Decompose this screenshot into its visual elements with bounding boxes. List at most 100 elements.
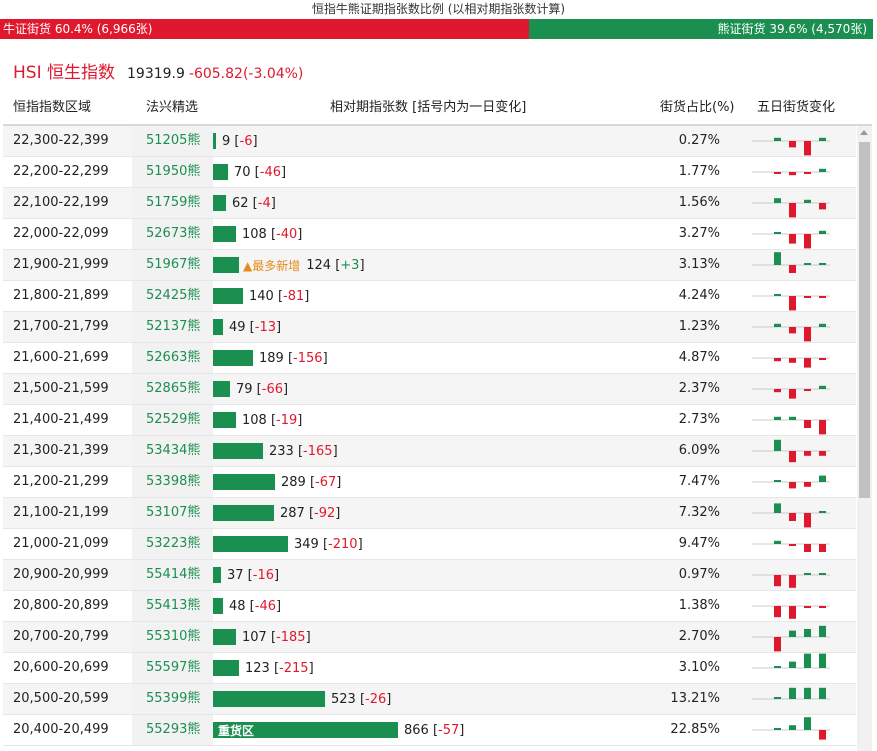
- trend-bar: [819, 263, 826, 265]
- share-cell: 13.21%: [670, 691, 720, 706]
- table-row[interactable]: 20,800-20,899 55413熊 48 [-46] 1.38%: [3, 591, 856, 622]
- warrant-code-link[interactable]: 53434熊: [132, 436, 213, 466]
- qty-number: 48: [229, 598, 246, 614]
- table-row[interactable]: 21,100-21,199 53107熊 287 [-92] 7.32%: [3, 498, 856, 529]
- range-cell: 20,500-20,599: [13, 691, 109, 706]
- scrollbar[interactable]: [857, 126, 872, 751]
- trend-bar: [819, 296, 826, 298]
- table-row[interactable]: 21,000-21,099 53223熊 349 [-210] 9.47%: [3, 529, 856, 560]
- share-cell: 2.37%: [678, 381, 720, 396]
- qty-bar: [213, 691, 325, 707]
- index-name[interactable]: HSI 恒生指数: [13, 63, 115, 83]
- table-row[interactable]: 21,400-21,499 52529熊 108 [-19] 2.73%: [3, 405, 856, 436]
- table-row[interactable]: 21,600-21,699 52663熊 189 [-156] 4.87%: [3, 343, 856, 374]
- trend-bar: [804, 573, 811, 575]
- qty-cell: 37 [-16]: [213, 560, 279, 590]
- qty-value: 189 [-156]: [259, 350, 328, 366]
- five-day-trend-sparkbar: [752, 323, 830, 342]
- qty-number: 108: [242, 226, 267, 242]
- index-change: -605.82(-3.04%): [188, 66, 304, 82]
- trend-bar: [804, 544, 811, 552]
- qty-number: 37: [227, 567, 244, 583]
- table-row[interactable]: 21,500-21,599 52865熊 79 [-66] 2.37%: [3, 374, 856, 405]
- table-row[interactable]: 20,400-20,499 55293熊 重货区 866 [-57] 22.85%: [3, 715, 856, 746]
- qty-number: 866: [404, 722, 429, 738]
- qty-value: 523 [-26]: [331, 691, 392, 707]
- trend-bar: [789, 687, 796, 699]
- table-row[interactable]: 21,700-21,799 52137熊 49 [-13] 1.23%: [3, 312, 856, 343]
- share-cell: 22.85%: [670, 722, 720, 737]
- five-day-trend-sparkbar: [752, 385, 830, 399]
- share-cell: 7.32%: [678, 505, 720, 520]
- scroll-up-icon[interactable]: [860, 130, 868, 135]
- warrant-code-link[interactable]: 55413熊: [132, 591, 213, 621]
- qty-value: 9 [-6]: [222, 133, 258, 149]
- table-row[interactable]: 21,300-21,399 53434熊 233 [-165] 6.09%: [3, 436, 856, 467]
- table-row[interactable]: 20,900-20,999 55414熊 37 [-16] 0.97%: [3, 560, 856, 591]
- qty-delta: -215: [279, 660, 309, 676]
- table-row[interactable]: 20,700-20,799 55310熊 107 [-185] 2.70%: [3, 622, 856, 653]
- trend-bar: [774, 416, 781, 420]
- warrant-code-link[interactable]: 51205熊: [132, 126, 213, 156]
- qty-value: 107 [-185]: [242, 629, 311, 645]
- trend-bar: [774, 252, 781, 265]
- warrant-code-link[interactable]: 53223熊: [132, 529, 213, 559]
- table-row[interactable]: 20,500-20,599 55399熊 523 [-26] 13.21%: [3, 684, 856, 715]
- qty-delta: -156: [293, 350, 323, 366]
- warrant-code-link[interactable]: 55597熊: [132, 653, 213, 683]
- qty-delta: -6: [239, 133, 253, 149]
- qty-value: 70 [-46]: [234, 164, 287, 180]
- qty-value: 123 [-215]: [245, 660, 314, 676]
- table-row[interactable]: 20,600-20,699 55597熊 123 [-215] 3.10%: [3, 653, 856, 684]
- range-cell: 21,800-21,899: [13, 288, 109, 303]
- table-row[interactable]: 22,300-22,399 51205熊 9 [-6] 0.27%: [3, 126, 856, 157]
- table-row[interactable]: 21,800-21,899 52425熊 140 [-81] 4.24%: [3, 281, 856, 312]
- warrant-code-link[interactable]: 52425熊: [132, 281, 213, 311]
- trend-bar: [789, 661, 796, 668]
- warrant-code-link[interactable]: 52529熊: [132, 405, 213, 435]
- qty-value: 108 [-19]: [242, 412, 303, 428]
- warrant-code-link[interactable]: 52137熊: [132, 312, 213, 342]
- trend-bar: [789, 141, 796, 148]
- warrant-code-link[interactable]: 51950熊: [132, 157, 213, 187]
- qty-number: 79: [236, 381, 253, 397]
- qty-bar: [213, 443, 263, 459]
- warrant-code-link[interactable]: 51759熊: [132, 188, 213, 218]
- warrant-code-link[interactable]: 51967熊: [132, 250, 213, 280]
- warrant-code-link[interactable]: 52865熊: [132, 374, 213, 404]
- qty-number: 124: [306, 257, 332, 273]
- trend-bar: [804, 451, 811, 456]
- table-row[interactable]: 22,200-22,299 51950熊 70 [-46] 1.77%: [3, 157, 856, 188]
- warrant-code-link[interactable]: 53107熊: [132, 498, 213, 528]
- qty-number: 70: [234, 164, 251, 180]
- warrant-code-link[interactable]: 55310熊: [132, 622, 213, 652]
- warrant-code-link[interactable]: 55399熊: [132, 684, 213, 714]
- share-cell: 3.10%: [678, 660, 720, 675]
- qty-cell: 62 [-4]: [213, 188, 276, 218]
- share-cell: 1.38%: [678, 598, 720, 613]
- header-code: 法兴精选: [146, 100, 199, 115]
- warrant-code-link[interactable]: 53398熊: [132, 467, 213, 497]
- five-day-trend-sparkbar: [752, 625, 830, 652]
- trend-bar: [789, 544, 796, 546]
- warrant-code-link[interactable]: 55293熊: [132, 715, 213, 745]
- trend-bar: [789, 203, 796, 218]
- warrant-code-link[interactable]: 55414熊: [132, 560, 213, 590]
- most-added-tag: ▲最多新增: [243, 258, 301, 273]
- index-quote: HSI 恒生指数 19319.9 -605.82(-3.04%): [13, 58, 304, 83]
- table-row[interactable]: 21,200-21,299 53398熊 289 [-67] 7.47%: [3, 467, 856, 498]
- five-day-trend-sparkbar: [752, 198, 830, 218]
- warrant-code-link[interactable]: 52673熊: [132, 219, 213, 249]
- table-row[interactable]: 21,900-21,999 51967熊 ▲最多新增 124 [+3] 3.13%: [3, 250, 856, 281]
- trend-bar: [819, 653, 826, 668]
- qty-number: 287: [280, 505, 305, 521]
- qty-cell: 287 [-92]: [213, 498, 340, 528]
- range-cell: 21,400-21,499: [13, 412, 109, 427]
- trend-bar: [819, 625, 826, 637]
- scrollbar-thumb[interactable]: [859, 142, 870, 498]
- qty-value: 79 [-66]: [236, 381, 289, 397]
- table-row[interactable]: 22,000-22,099 52673熊 108 [-40] 3.27%: [3, 219, 856, 250]
- table-row[interactable]: 22,100-22,199 51759熊 62 [-4] 1.56%: [3, 188, 856, 219]
- qty-cell: 107 [-185]: [213, 622, 311, 652]
- warrant-code-link[interactable]: 52663熊: [132, 343, 213, 373]
